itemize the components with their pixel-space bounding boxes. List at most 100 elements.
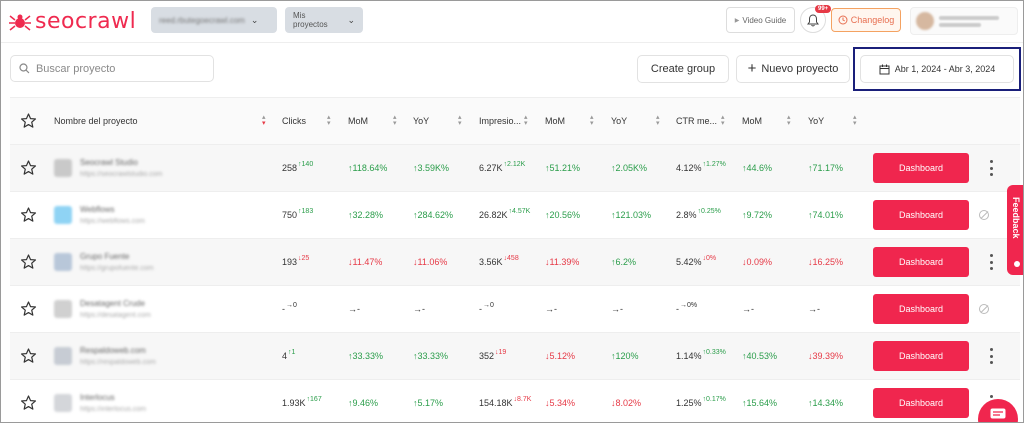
cell-delta: ↑0.33%: [702, 348, 726, 356]
dashboard-button[interactable]: Dashboard: [873, 388, 969, 418]
star-icon[interactable]: [20, 254, 37, 271]
table-row: Webflows https://webflows.com 750 ↑183 ↑32.2…: [10, 192, 1020, 239]
table-row: Seocrawl Studio https://seocrawlstudio.co…: [10, 145, 1020, 192]
project-name-cell[interactable]: Seocrawl Studio https://seocrawlstudio.co…: [54, 158, 162, 178]
project-favicon: [54, 394, 72, 412]
project-name-cell[interactable]: Desatagent Crude https://desatagent.com: [54, 299, 151, 319]
more-options-icon[interactable]: [986, 160, 996, 176]
cell-ctr-yoy: ↑14.34%: [808, 380, 843, 422]
cell-value: →-: [348, 304, 360, 314]
cell-impr: 352 ↓19: [479, 333, 506, 379]
star-icon[interactable]: [20, 395, 37, 412]
dashboard-button[interactable]: Dashboard: [873, 247, 969, 277]
project-name-cell[interactable]: Interlocus https://interlocus.com: [54, 393, 146, 413]
date-range-picker[interactable]: Abr 1, 2024 - Abr 3, 2024: [860, 55, 1014, 83]
user-account-selector[interactable]: reed.rbutegoecrawl.com ⌄: [151, 7, 277, 33]
spider-logo-icon: [9, 14, 31, 31]
cell-value: 4.12%: [676, 163, 702, 173]
sort-icon[interactable]: ▴ ▾: [721, 114, 725, 127]
cell-value: ↑20.56%: [545, 210, 581, 220]
search-input[interactable]: [35, 62, 205, 75]
column-header-impressions-yoy[interactable]: YoY: [611, 116, 628, 126]
sort-icon[interactable]: ▴ ▾: [787, 114, 791, 127]
column-header-impressions-mom[interactable]: MoM: [545, 116, 565, 126]
cell-clicks-yoy: ↑5.17%: [413, 380, 444, 422]
sort-icon[interactable]: ▴ ▾: [656, 114, 660, 127]
sort-icon[interactable]: ▴ ▾: [590, 114, 594, 127]
cell-ctr-mom: ↑9.72%: [742, 192, 772, 238]
cell-ctr: 1.25% ↑0.17%: [676, 380, 726, 422]
cell-value: 26.82K: [479, 210, 508, 220]
star-icon[interactable]: [20, 207, 37, 224]
cell-impr-yoy: ↑2.05K%: [611, 145, 647, 191]
projects-selector[interactable]: Mis proyectos ⌄: [285, 7, 363, 33]
project-name: Interlocus: [80, 393, 115, 402]
cell-value: ↑9.46%: [348, 398, 379, 408]
cell-value: 1.14%: [676, 351, 702, 361]
blocked-icon: [979, 304, 989, 314]
cell-ctr-yoy: ↑74.01%: [808, 192, 843, 238]
project-name-cell[interactable]: Respaldoweb.com https://respaldoweb.com: [54, 346, 156, 366]
feedback-tab[interactable]: Feedback: [1007, 185, 1023, 275]
chat-button[interactable]: [978, 399, 1018, 422]
project-name: Grupo Fuente: [80, 252, 130, 261]
new-project-button[interactable]: + Nuevo proyecto: [736, 55, 850, 83]
sort-icon[interactable]: ▴ ▾: [524, 114, 528, 127]
star-icon[interactable]: [20, 301, 37, 318]
search-box[interactable]: [10, 55, 214, 82]
plus-icon: +: [747, 60, 757, 77]
cell-impr-mom: ↓5.12%: [545, 333, 575, 379]
star-icon[interactable]: [20, 160, 37, 177]
cell-value: ↑121.03%: [611, 210, 652, 220]
cell-delta: ↓25: [298, 254, 310, 262]
cell-value: 352: [479, 351, 495, 361]
dashboard-button[interactable]: Dashboard: [873, 341, 969, 371]
cell-clicks: - →0: [282, 286, 297, 332]
column-header-ctr-yoy[interactable]: YoY: [808, 116, 825, 126]
video-guide-button[interactable]: ▶ Video Guide: [726, 7, 795, 33]
project-name-cell[interactable]: Webflows https://webflows.com: [54, 205, 145, 225]
cell-impr-mom: ↑20.56%: [545, 192, 580, 238]
cell-value: ↑5.17%: [413, 398, 444, 408]
dashboard-button[interactable]: Dashboard: [873, 294, 969, 324]
dashboard-button[interactable]: Dashboard: [873, 200, 969, 230]
cell-value: →-: [742, 304, 754, 314]
cell-value: ↑9.72%: [742, 210, 773, 220]
cell-clicks-mom: ↑9.46%: [348, 380, 379, 422]
user-profile-menu[interactable]: [910, 7, 1018, 35]
create-group-button[interactable]: Create group: [637, 55, 729, 83]
logo[interactable]: seocrawl: [9, 9, 136, 34]
cell-value: ↓5.34%: [545, 398, 576, 408]
sort-icon[interactable]: ▴ ▾: [262, 114, 266, 127]
sort-icon[interactable]: ▴ ▾: [458, 114, 462, 127]
dashboard-button[interactable]: Dashboard: [873, 153, 969, 183]
column-header-project-name[interactable]: Nombre del proyecto: [54, 116, 138, 126]
cell-delta: ↓0%: [702, 254, 717, 262]
star-icon[interactable]: [20, 113, 37, 130]
cell-ctr-yoy: →-: [808, 286, 820, 332]
column-header-clicks-mom[interactable]: MoM: [348, 116, 368, 126]
cell-clicks: 1.93K ↑167: [282, 380, 322, 422]
cell-clicks-yoy: ↑284.62%: [413, 192, 453, 238]
changelog-label: Changelog: [850, 15, 895, 25]
sort-icon[interactable]: ▴ ▾: [853, 114, 857, 127]
cell-value: -: [479, 304, 482, 314]
column-header-ctr-mom[interactable]: MoM: [742, 116, 762, 126]
column-header-clicks-yoy[interactable]: YoY: [413, 116, 430, 126]
project-name-cell[interactable]: Grupo Fuente https://grupofuente.com: [54, 252, 154, 272]
sort-icon[interactable]: ▴ ▾: [327, 114, 331, 127]
project-favicon: [54, 253, 72, 271]
more-options-icon[interactable]: [986, 254, 996, 270]
cell-value: ↓16.25%: [808, 257, 844, 267]
column-header-ctr[interactable]: CTR me...: [676, 116, 718, 126]
more-options-icon[interactable]: [986, 348, 996, 364]
column-header-clicks[interactable]: Clicks: [282, 116, 306, 126]
star-icon[interactable]: [20, 348, 37, 365]
cell-value: 1.93K: [282, 398, 306, 408]
cell-impr: 3.56K ↓458: [479, 239, 519, 285]
column-header-impressions[interactable]: Impresio...: [479, 116, 522, 126]
changelog-button[interactable]: Changelog: [831, 8, 901, 32]
sort-icon[interactable]: ▴ ▾: [393, 114, 397, 127]
chevron-down-icon: ⌄: [347, 14, 355, 25]
cell-clicks-mom: →-: [348, 286, 360, 332]
